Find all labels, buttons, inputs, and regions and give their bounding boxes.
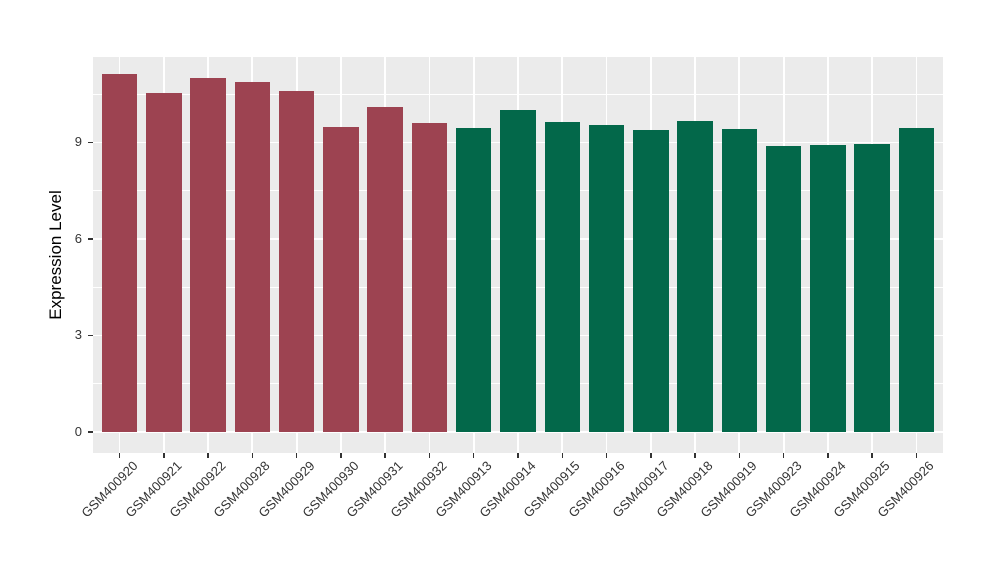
y-tick-mark [87, 334, 93, 337]
y-tick-label: 3 [74, 327, 82, 343]
y-tick-label: 6 [74, 230, 82, 246]
x-tick-mark [827, 453, 829, 458]
x-tick-mark [340, 453, 342, 458]
bar-GSM400917 [633, 129, 669, 432]
bar-GSM400929 [278, 91, 315, 432]
x-tick-mark [605, 453, 608, 458]
y-tick-mark [87, 238, 93, 240]
bar-GSM400919 [721, 128, 758, 432]
x-tick-mark [251, 453, 254, 458]
x-tick-mark [694, 453, 696, 458]
bar-GSM400924 [810, 145, 846, 432]
x-tick-mark [871, 453, 873, 458]
bar-GSM400916 [588, 125, 625, 432]
x-tick-mark [782, 453, 785, 458]
x-tick-mark [472, 453, 475, 458]
bar-GSM400921 [146, 92, 182, 432]
bar-GSM400914 [500, 110, 536, 432]
x-tick-mark [163, 453, 165, 458]
x-tick-mark [384, 453, 386, 458]
bar-GSM400928 [234, 82, 271, 432]
bar-GSM400930 [323, 127, 359, 432]
bar-GSM400926 [898, 128, 935, 432]
x-tick-mark [561, 453, 564, 458]
x-tick-mark [517, 453, 519, 458]
bar-GSM400918 [677, 120, 713, 432]
x-tick-mark [915, 453, 918, 458]
bar-GSM400923 [765, 146, 802, 432]
x-tick-mark [118, 453, 121, 458]
x-tick-mark [738, 453, 741, 458]
bar-GSM400925 [854, 144, 890, 432]
y-tick-label: 0 [74, 424, 82, 439]
x-tick-mark [428, 453, 431, 458]
y-tick-mark [87, 141, 93, 144]
bar-GSM400931 [367, 107, 403, 432]
y-tick-mark [87, 431, 93, 433]
plot-panel [93, 57, 943, 453]
bar-GSM400932 [411, 123, 448, 432]
gridline-y-minor [93, 93, 943, 95]
x-tick-mark [207, 453, 209, 458]
x-tick-mark [650, 453, 652, 458]
x-tick-mark [295, 453, 298, 458]
bar-GSM400922 [190, 78, 226, 432]
y-tick-label: 9 [74, 134, 82, 150]
bar-GSM400915 [544, 121, 580, 432]
y-axis-title: Expression Level [46, 190, 65, 320]
bar-GSM400920 [101, 73, 138, 432]
bar-GSM400913 [456, 128, 492, 432]
